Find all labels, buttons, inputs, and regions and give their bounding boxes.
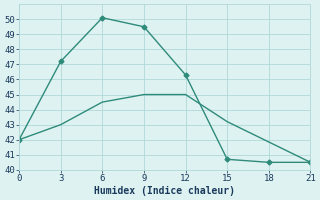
X-axis label: Humidex (Indice chaleur): Humidex (Indice chaleur): [94, 186, 235, 196]
